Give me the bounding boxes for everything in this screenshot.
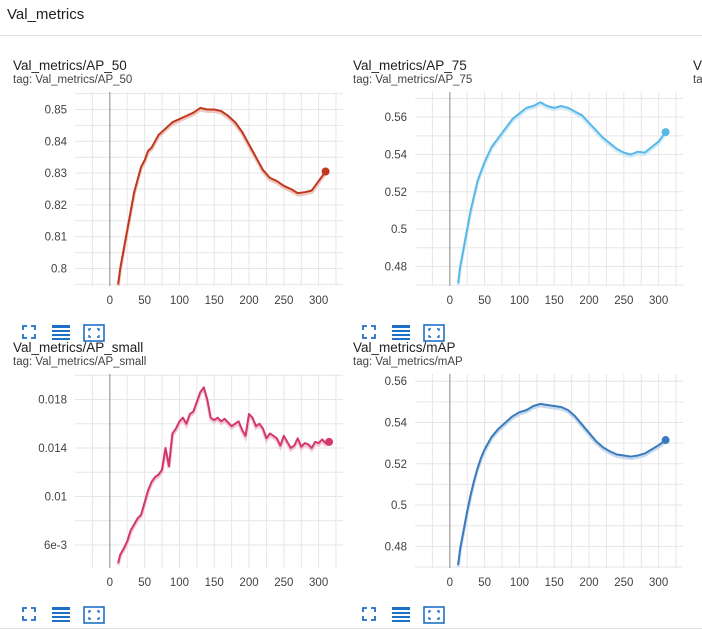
table-icon[interactable] xyxy=(51,324,73,344)
y-tick-label: 0.54 xyxy=(385,149,408,161)
x-tick-label: 0 xyxy=(107,295,113,307)
x-tick-label: 150 xyxy=(205,295,224,307)
y-tick-label: 0.56 xyxy=(385,112,407,124)
y-tick-label: 0.82 xyxy=(45,200,67,212)
card-title: Val_metrics/AP_75 xyxy=(353,58,467,73)
y-tick-label: 0.85 xyxy=(45,104,67,116)
y-tick-label: 6e-3 xyxy=(44,540,67,552)
grid xyxy=(415,92,683,286)
line-chart[interactable]: 0.48 0.5 0.52 0.54 0.56 0 50 100 150 200 250 300 xyxy=(353,374,685,600)
x-tick-label: 0 xyxy=(107,577,113,589)
line-chart[interactable]: 6e-3 0.01 0.014 0.018 0 50 100 150 200 250 300 xyxy=(13,374,345,600)
card-tag: ta xyxy=(693,74,702,86)
y-tick-label: 0.018 xyxy=(38,394,67,406)
grid xyxy=(75,92,343,286)
series-raw-line xyxy=(456,404,667,568)
series-raw-line xyxy=(116,108,327,286)
card-title: Val_metrics/AP_50 xyxy=(13,58,127,73)
table-icon[interactable] xyxy=(391,324,413,344)
x-tick-label: 300 xyxy=(649,577,668,589)
x-tick-label: 50 xyxy=(138,577,151,589)
y-tick-label: 0.5 xyxy=(391,224,407,236)
y-tick-label: 0.54 xyxy=(385,418,408,430)
x-tick-label: 100 xyxy=(510,295,529,307)
series-raw-line xyxy=(456,102,667,286)
y-tick-label: 0.56 xyxy=(385,376,407,388)
chart-card-ap50: Val_metrics/AP_50 tag: Val_metrics/AP_50… xyxy=(13,58,353,348)
y-tick-label: 0.8 xyxy=(51,264,67,276)
grid xyxy=(415,374,683,568)
y-tick-label: 0.81 xyxy=(45,232,67,244)
x-tick-label: 150 xyxy=(205,577,224,589)
fit-domain-icon[interactable] xyxy=(83,606,105,626)
x-tick-label: 250 xyxy=(274,295,293,307)
x-tick-label: 50 xyxy=(138,295,151,307)
x-tick-label: 100 xyxy=(510,577,529,589)
table-icon[interactable] xyxy=(391,606,413,626)
x-tick-label: 200 xyxy=(579,577,598,589)
y-tick-label: 0.48 xyxy=(385,261,407,273)
fullscreen-icon[interactable] xyxy=(361,606,383,626)
x-tick-label: 100 xyxy=(170,295,189,307)
series-line[interactable] xyxy=(117,386,330,564)
x-tick-label: 200 xyxy=(239,577,258,589)
series-line[interactable] xyxy=(117,106,327,285)
fullscreen-icon[interactable] xyxy=(21,324,43,344)
card-title: Val_metrics/AP_small xyxy=(13,340,144,355)
series-last-point[interactable] xyxy=(661,128,670,137)
chart-card-map: Val_metrics/mAP tag: Val_metrics/mAP 0.4… xyxy=(353,340,693,630)
chart-card-ap75: Val_metrics/AP_75 tag: Val_metrics/AP_75… xyxy=(353,58,693,348)
x-tick-label: 200 xyxy=(579,295,598,307)
card-tag: tag: Val_metrics/AP_50 xyxy=(13,74,133,86)
series-raw-line xyxy=(116,385,330,566)
x-tick-label: 250 xyxy=(614,577,633,589)
card-title: V xyxy=(693,58,702,73)
fit-domain-icon[interactable] xyxy=(423,606,445,626)
series-last-point[interactable] xyxy=(325,437,334,446)
x-tick-label: 100 xyxy=(170,577,189,589)
y-tick-label: 0.52 xyxy=(385,187,407,199)
card-tag: tag: Val_metrics/AP_75 xyxy=(353,74,473,86)
series-last-point[interactable] xyxy=(661,436,670,445)
x-tick-label: 300 xyxy=(309,577,328,589)
fullscreen-icon[interactable] xyxy=(21,606,43,626)
x-tick-label: 0 xyxy=(447,295,453,307)
card-tag: tag: Val_metrics/mAP xyxy=(353,356,463,368)
x-tick-label: 200 xyxy=(239,295,258,307)
chart-card-ap-small: Val_metrics/AP_small tag: Val_metrics/AP… xyxy=(13,340,353,630)
y-tick-label: 0.5 xyxy=(391,500,407,512)
x-tick-label: 150 xyxy=(545,295,564,307)
fullscreen-icon[interactable] xyxy=(361,324,383,344)
series-line[interactable] xyxy=(457,101,667,284)
y-tick-label: 0.01 xyxy=(45,491,67,503)
fit-domain-icon[interactable] xyxy=(83,324,105,344)
x-tick-label: 250 xyxy=(614,295,633,307)
x-tick-label: 50 xyxy=(478,577,491,589)
line-chart[interactable]: 0.8 0.81 0.82 0.83 0.84 0.85 0 50 100 150 200 250 30… xyxy=(13,92,345,318)
series-line[interactable] xyxy=(457,402,667,566)
section-title: Val_metrics xyxy=(7,6,85,23)
card-title: Val_metrics/mAP xyxy=(353,340,456,355)
card-tag: tag: Val_metrics/AP_small xyxy=(13,356,147,368)
y-tick-label: 0.84 xyxy=(45,136,68,148)
x-tick-label: 50 xyxy=(478,295,491,307)
table-icon[interactable] xyxy=(51,606,73,626)
y-tick-label: 0.48 xyxy=(385,541,407,553)
fit-domain-icon[interactable] xyxy=(423,324,445,344)
x-tick-label: 300 xyxy=(649,295,668,307)
x-tick-label: 150 xyxy=(545,577,564,589)
y-tick-label: 0.83 xyxy=(45,168,67,180)
section-divider xyxy=(0,628,702,629)
y-tick-label: 0.014 xyxy=(38,443,67,455)
chart-card-partial: V ta xyxy=(693,58,702,98)
line-chart[interactable]: 0.48 0.5 0.52 0.54 0.56 0 50 100 150 200 250 300 xyxy=(353,92,685,318)
y-tick-label: 0.52 xyxy=(385,459,407,471)
series-last-point[interactable] xyxy=(321,167,330,176)
x-tick-label: 300 xyxy=(309,295,328,307)
x-tick-label: 0 xyxy=(447,577,453,589)
section-header[interactable]: Val_metrics xyxy=(0,0,702,36)
x-tick-label: 250 xyxy=(274,577,293,589)
